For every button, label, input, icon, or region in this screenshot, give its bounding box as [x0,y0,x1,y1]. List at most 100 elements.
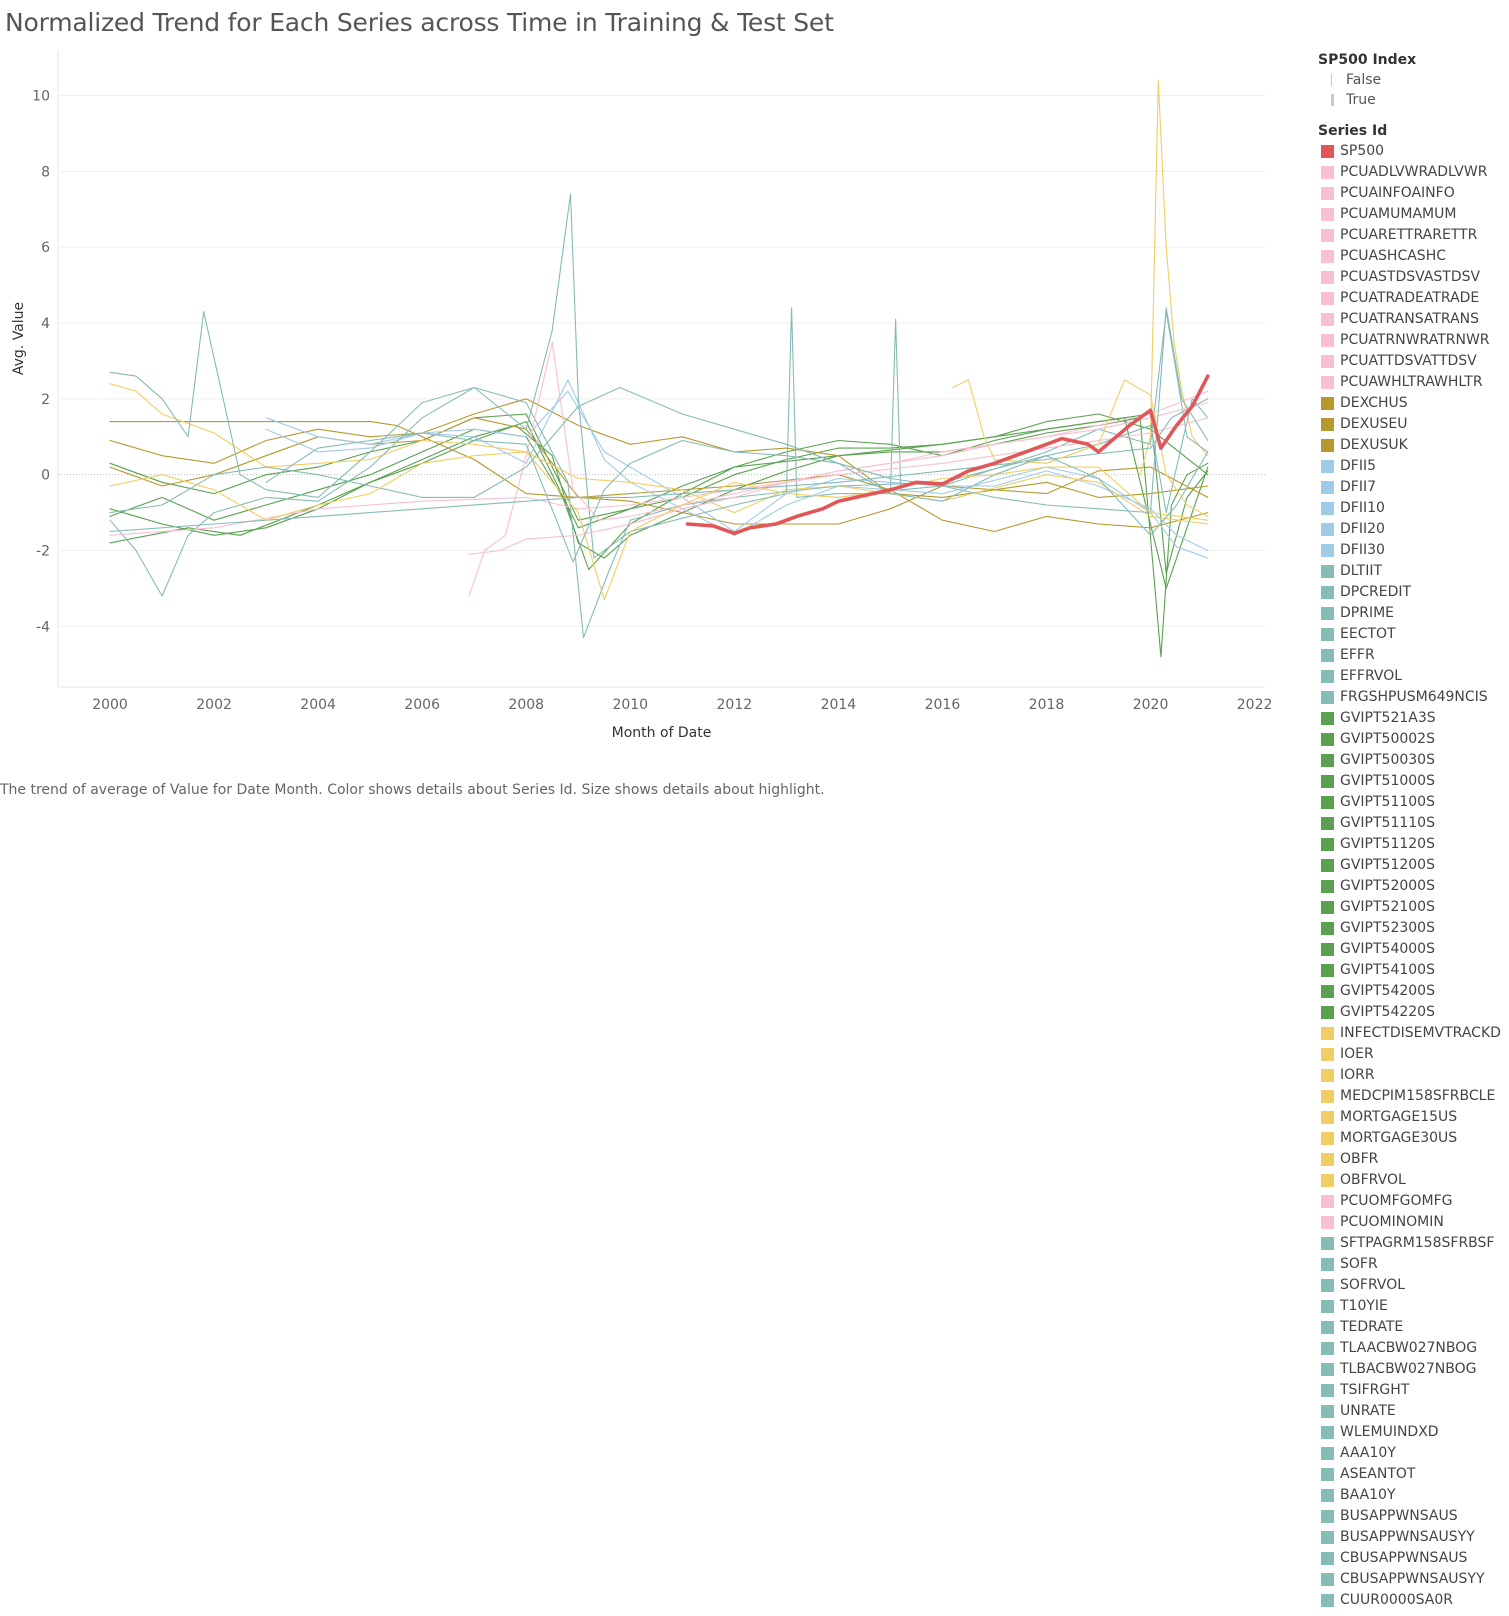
legend-item[interactable]: GVIPT54000S [1318,939,1509,960]
line-chart[interactable]: -4 -2 0 2 4 6 8 10 2000 2002 2004 2006 2008 2010 2012 2… [0,40,1300,760]
legend-item[interactable]: EFFRVOL [1318,666,1509,687]
legend-label: AAA10Y [1340,1445,1396,1461]
series-line-pcuomfgomfg[interactable] [109,417,1209,536]
legend-item[interactable]: GVIPT54100S [1318,960,1509,981]
series-line-medcpim158sfrbcle[interactable] [109,451,1209,601]
legend-item[interactable]: PCUASTDSVASTDSV [1318,267,1509,288]
legend-item[interactable]: MEDCPIM158SFRBCLE [1318,1086,1509,1107]
legend-label: BUSAPPWNSAUSYY [1340,1529,1475,1545]
legend-item[interactable]: PCUATRADEATRADE [1318,288,1509,309]
legend-item[interactable]: GVIPT51120S [1318,834,1509,855]
legend-item[interactable]: GVIPT50002S [1318,729,1509,750]
legend-item[interactable]: EFFR [1318,645,1509,666]
legend-item[interactable]: BUSAPPWNSAUS [1318,1506,1509,1527]
series-line-pcuadlvwradlvwr[interactable] [468,402,1209,555]
legend-swatch [1321,817,1334,830]
legend-item[interactable]: GVIPT50030S [1318,750,1509,771]
legend-item[interactable]: TLBACBW027NBOG [1318,1359,1509,1380]
legend-item[interactable]: SFTPAGRM158SFRBSF [1318,1233,1509,1254]
legend-item[interactable]: GVIPT51100S [1318,792,1509,813]
legend-item[interactable]: IORR [1318,1065,1509,1086]
legend-item[interactable]: ASEANTOT [1318,1464,1509,1485]
series-line-effr[interactable] [109,193,1209,559]
legend-item[interactable]: PCUATRANSATRANS [1318,309,1509,330]
legend-item[interactable]: PCUOMINOMIN [1318,1212,1509,1233]
legend-item[interactable]: GVIPT52000S [1318,876,1509,897]
legend-item[interactable]: DFII5 [1318,456,1509,477]
legend-item[interactable]: TEDRATE [1318,1317,1509,1338]
series-line-sp500[interactable] [685,374,1210,536]
legend-item[interactable]: TSIFRGHT [1318,1380,1509,1401]
legend-item[interactable]: DLTIIT [1318,561,1509,582]
legend-item[interactable]: DPCREDIT [1318,582,1509,603]
legend-item[interactable]: OBFR [1318,1149,1509,1170]
legend-item[interactable]: GVIPT54200S [1318,981,1509,1002]
legend-item[interactable]: EECTOT [1318,624,1509,645]
legend-item[interactable]: DEXCHUS [1318,393,1509,414]
legend-item[interactable]: SP500 [1318,141,1509,162]
legend-item[interactable]: GVIPT51110S [1318,813,1509,834]
legend-item[interactable]: INFECTDISEMVTRACKD [1318,1023,1509,1044]
legend-label: DEXUSUK [1340,437,1408,453]
series-line-pcuatradeatrade[interactable] [468,341,1209,597]
legend-item[interactable]: UNRATE [1318,1401,1509,1422]
legend-item[interactable]: DFII10 [1318,498,1509,519]
legend-item[interactable]: MORTGAGE30US [1318,1128,1509,1149]
legend-item[interactable]: T10YIE [1318,1296,1509,1317]
legend-item[interactable]: DEXUSEU [1318,414,1509,435]
legend-item[interactable]: CBUSAPPWNSAUSYY [1318,1569,1509,1590]
legend-item[interactable]: DFII7 [1318,477,1509,498]
legend-item[interactable]: PCUARETTRARETTR [1318,225,1509,246]
legend-item[interactable]: CUUR0000SA0R [1318,1590,1509,1611]
legend-item[interactable]: AAA10Y [1318,1443,1509,1464]
series-line-infectdisemvtrackd[interactable] [1139,79,1209,476]
legend-item[interactable]: GVIPT51000S [1318,771,1509,792]
legend-item[interactable]: GVIPT52300S [1318,918,1509,939]
legend-item[interactable]: PCUAINFOAINFO [1318,183,1509,204]
legend-item[interactable]: DFII30 [1318,540,1509,561]
series-line-dexuseu[interactable] [109,398,1209,498]
size-legend-item-true[interactable]: True [1318,90,1509,110]
series-line-dpcredit[interactable] [109,386,1209,639]
legend-item[interactable]: PCUOMFGOMFG [1318,1191,1509,1212]
legend-item[interactable]: BAA10Y [1318,1485,1509,1506]
legend-item[interactable]: GVIPT521A3S [1318,708,1509,729]
legend-item[interactable]: SOFR [1318,1254,1509,1275]
legend-item[interactable]: GVIPT54220S [1318,1002,1509,1023]
legend-item[interactable]: SOFRVOL [1318,1275,1509,1296]
series-line-obfr[interactable] [952,379,1209,517]
legend-label: IORR [1340,1067,1375,1083]
legend-item[interactable]: MORTGAGE15US [1318,1107,1509,1128]
series-line-unrate[interactable] [109,307,1209,514]
series-line-gvipt51000s[interactable] [109,417,1209,658]
series-line-mortgage30us[interactable] [109,383,1209,525]
series-line-tlaacbw027nbog[interactable] [109,398,1209,533]
legend-item[interactable]: PCUAMUMAMUM [1318,204,1509,225]
legend-panel[interactable]: SP500 Index False True Series Id SP500 PC… [1318,50,1509,1611]
legend-item[interactable]: CBUSAPPWNSAUS [1318,1548,1509,1569]
size-legend-title: SP500 Index [1318,52,1417,68]
series-line-dexchus[interactable] [109,421,1209,525]
legend-item[interactable]: TLAACBW027NBOG [1318,1338,1509,1359]
legend-item[interactable]: WLEMUINDXD [1318,1422,1509,1443]
legend-item[interactable]: PCUATRNWRATRNWR [1318,330,1509,351]
series-line-t10yie[interactable] [265,432,1209,563]
legend-item[interactable]: BUSAPPWNSAUSYY [1318,1527,1509,1548]
size-legend-item-false[interactable]: False [1318,70,1509,90]
legend-item[interactable]: IOER [1318,1044,1509,1065]
legend-item[interactable]: OBFRVOL [1318,1170,1509,1191]
series-line-dfii10[interactable] [265,390,1209,552]
legend-item[interactable]: GVIPT51200S [1318,855,1509,876]
series-line-dexusuk[interactable] [109,417,1209,533]
legend-item[interactable]: FRGSHPUSM649NCIS [1318,687,1509,708]
legend-item[interactable]: GVIPT52100S [1318,897,1509,918]
legend-item[interactable]: PCUASHCASHC [1318,246,1509,267]
series-lines[interactable] [109,79,1210,658]
legend-item[interactable]: DFII20 [1318,519,1509,540]
legend-item[interactable]: DPRIME [1318,603,1509,624]
legend-item[interactable]: DEXUSUK [1318,435,1509,456]
series-line-gvipt52100s[interactable] [109,417,1209,589]
legend-item[interactable]: PCUATTDSVATTDSV [1318,351,1509,372]
legend-item[interactable]: PCUAWHLTRAWHLTR [1318,372,1509,393]
legend-item[interactable]: PCUADLVWRADLVWR [1318,162,1509,183]
